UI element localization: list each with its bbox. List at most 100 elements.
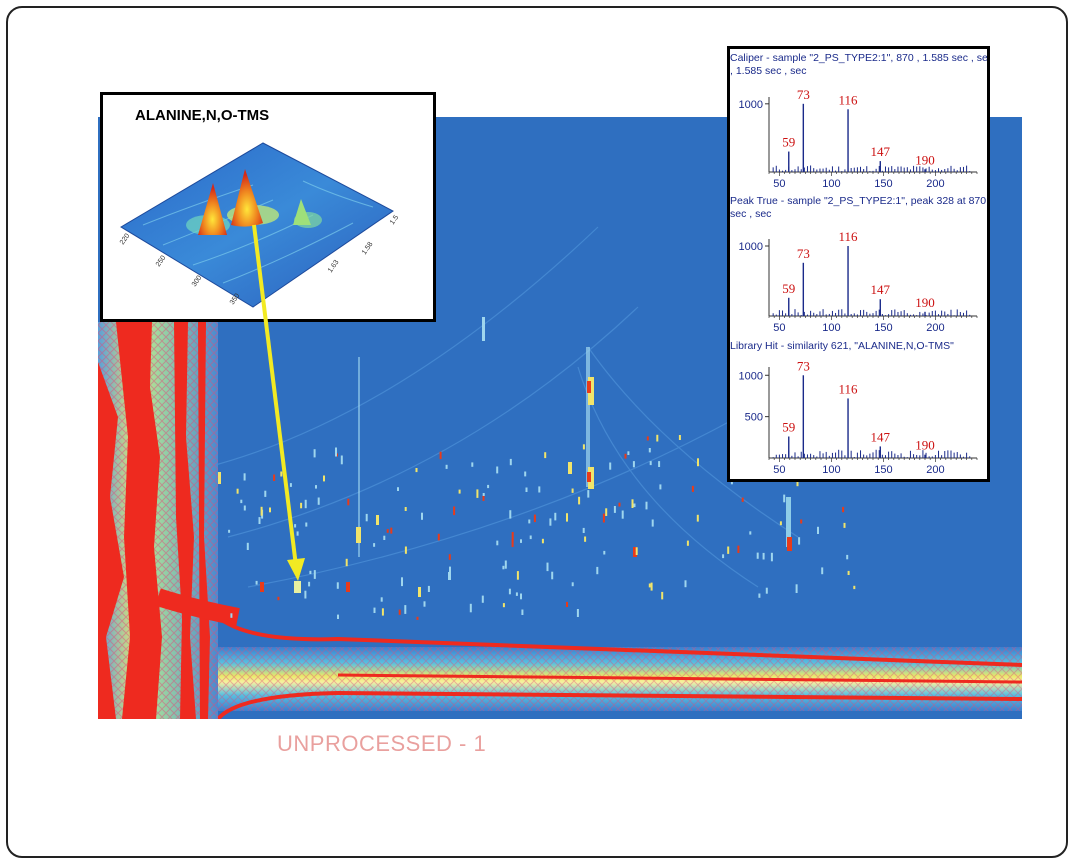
peak-dot: [582, 527, 585, 533]
peak-dot: [605, 508, 608, 516]
mass-spectra-panel: Caliper - sample "2_PS_TYPE2:1", 870 , 1…: [727, 46, 990, 482]
svg-text:220: 220: [119, 232, 131, 246]
peak-streaks: [218, 317, 792, 597]
peak-dot: [300, 502, 303, 509]
peak-dot: [524, 471, 527, 477]
peak-dot: [309, 570, 312, 574]
peak-dot: [416, 616, 419, 620]
peak-dot: [230, 613, 233, 618]
peak-label: 73: [797, 358, 810, 373]
unprocessed-watermark: UNPROCESSED - 1: [277, 731, 487, 756]
spectrum-title: Library Hit - similarity 621, "ALANINE,N…: [730, 340, 954, 352]
peak-dot: [347, 498, 350, 506]
peak-dot: [648, 448, 651, 453]
peak-dot: [373, 607, 376, 613]
peak-dot: [566, 513, 568, 522]
peak-dot: [817, 526, 819, 534]
peak-label: 116: [839, 229, 859, 244]
peak-dot: [356, 536, 359, 540]
surface-peak-2: [231, 169, 263, 227]
peak-dot: [554, 512, 557, 521]
peak-dot: [650, 582, 653, 591]
peak-dot: [453, 506, 456, 516]
peak-dot: [649, 461, 652, 466]
spectrum-title: Peak True - sample "2_PS_TYPE2:1", peak …: [730, 195, 987, 207]
peak-dot: [404, 546, 407, 554]
peak-dot: [260, 506, 263, 516]
x-tick-label: 200: [926, 178, 944, 190]
x-tick-label: 100: [822, 322, 840, 334]
peak-dot: [798, 537, 801, 545]
peak-dot: [762, 552, 765, 560]
surface-plot-inset: ALANINE,N,O-TMS 220 250 300 350 1.63: [100, 92, 436, 322]
peak-dot: [631, 499, 634, 508]
peak-dot: [304, 499, 307, 509]
peak-dot: [258, 517, 261, 524]
peak-dot: [521, 609, 524, 615]
peak-label: 73: [797, 246, 810, 261]
x-tick-label: 200: [926, 464, 944, 476]
peak-dot: [796, 481, 799, 487]
peak-dot: [471, 462, 474, 467]
peak-dot: [404, 605, 407, 614]
surface-plot-svg: 220 250 300 350 1.63 1.58 1.5: [119, 142, 400, 308]
peak-dot: [365, 513, 368, 522]
y-tick-label: 1000: [739, 241, 763, 253]
peak-dot: [727, 546, 730, 554]
peak-dot: [323, 475, 325, 482]
peak-dot: [645, 501, 648, 510]
peak-dot: [566, 601, 568, 607]
x-tick-label: 100: [822, 464, 840, 476]
peak-label: 190: [915, 438, 935, 453]
peak-dot: [315, 485, 317, 489]
peak-dot: [546, 562, 549, 572]
peak-dot: [502, 565, 505, 570]
peak-dot: [437, 533, 440, 541]
peak-dot: [255, 580, 258, 585]
peak-dot: [487, 484, 490, 489]
x-tick-label: 200: [926, 322, 944, 334]
peak-dot: [509, 510, 512, 519]
peak-label: 147: [871, 282, 891, 297]
peak-dot: [246, 542, 249, 550]
peak-dot: [398, 609, 401, 615]
peak-dot: [678, 435, 681, 440]
peak-label: 73: [797, 87, 810, 102]
peak-dot: [658, 461, 661, 467]
peak-dot: [277, 596, 280, 601]
peak-dot: [305, 522, 308, 527]
peak-dot: [458, 489, 461, 494]
peak-dot: [240, 499, 243, 504]
peak-dot: [269, 507, 271, 513]
peak-dot: [578, 496, 581, 505]
peak-dot: [602, 513, 605, 523]
x-tick-label: 150: [874, 178, 892, 190]
svg-text:1.5: 1.5: [389, 214, 400, 226]
peak-dot: [756, 552, 759, 559]
peak-dot: [243, 505, 246, 511]
peak-dot: [627, 451, 630, 455]
x-tick-label: 50: [773, 178, 785, 190]
peak-dot: [381, 608, 384, 616]
peak-dot: [571, 488, 574, 493]
peak-label: 116: [839, 92, 859, 107]
svg-text:250: 250: [155, 254, 167, 268]
peak-dot: [313, 570, 316, 579]
x-tick-label: 150: [874, 322, 892, 334]
baseline-band: [208, 615, 1022, 719]
peak-dot: [737, 545, 740, 553]
peak-dot: [516, 571, 519, 580]
peak-dot: [758, 593, 761, 598]
peak-dot: [765, 587, 768, 594]
peak-dot: [289, 483, 292, 487]
peak-dot: [551, 571, 554, 580]
peak-dot: [508, 588, 511, 595]
peak-dot: [509, 458, 512, 466]
peak-dot: [427, 585, 430, 592]
peak-dot: [397, 487, 399, 491]
peak-dot: [336, 582, 339, 589]
peak-dot: [404, 507, 407, 511]
spectrum-title: , 1.585 sec , sec: [730, 65, 806, 77]
peak-dot: [525, 487, 528, 492]
peak-dot: [659, 484, 662, 490]
